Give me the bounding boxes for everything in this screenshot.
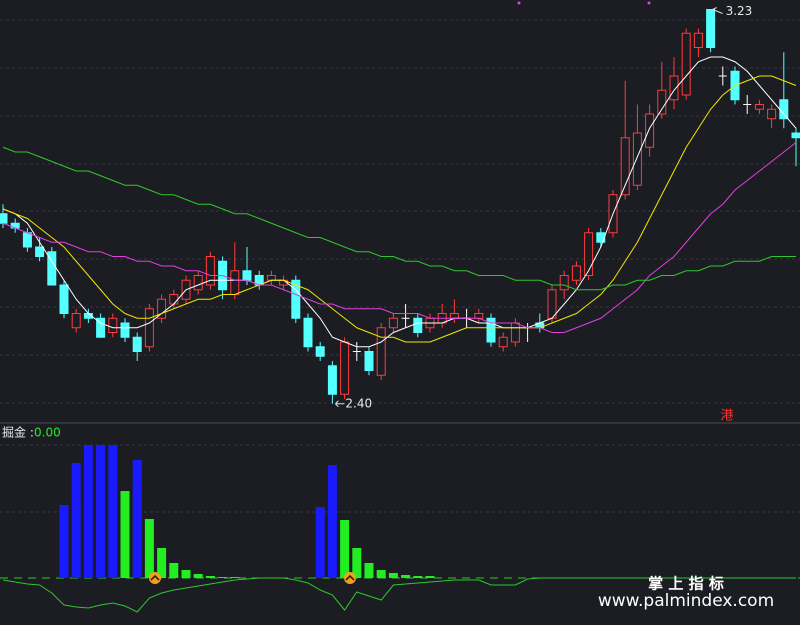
signal-icon bbox=[344, 572, 356, 584]
low-arrow bbox=[335, 400, 345, 408]
candle-body bbox=[449, 313, 459, 319]
indicator-value: 0.00 bbox=[34, 426, 61, 440]
candle-body bbox=[120, 322, 130, 338]
candle-body bbox=[0, 213, 8, 224]
candle-body bbox=[96, 317, 106, 338]
candle-body bbox=[498, 336, 508, 348]
bar bbox=[108, 445, 118, 578]
candle-body bbox=[71, 313, 81, 329]
bar bbox=[340, 520, 350, 578]
bar bbox=[120, 491, 130, 578]
candle-body bbox=[291, 279, 301, 319]
moving-average bbox=[2, 146, 796, 291]
candle-body bbox=[791, 132, 800, 139]
bar bbox=[388, 573, 398, 578]
bar bbox=[96, 445, 106, 578]
bar bbox=[169, 563, 179, 578]
candle-body bbox=[303, 317, 313, 348]
candle-body bbox=[779, 99, 789, 120]
marks: 3.23 2.40 bbox=[0, 4, 800, 613]
candle-body bbox=[559, 275, 569, 291]
bar bbox=[144, 519, 154, 578]
bar bbox=[401, 575, 411, 578]
bar bbox=[71, 463, 81, 578]
candle-body bbox=[571, 265, 581, 281]
badge: 港 bbox=[720, 409, 733, 424]
candle-body bbox=[108, 317, 118, 333]
candle-body bbox=[547, 289, 557, 319]
candle-body bbox=[754, 104, 764, 110]
candle-body bbox=[706, 9, 716, 48]
candle-body bbox=[388, 317, 398, 329]
high-label: 3.23 bbox=[726, 4, 753, 18]
candle-body bbox=[266, 275, 276, 281]
candle-body bbox=[486, 317, 496, 343]
bar bbox=[364, 563, 374, 578]
candle-body bbox=[693, 32, 703, 48]
bar bbox=[83, 445, 93, 578]
candle-body bbox=[376, 327, 386, 376]
candle-body bbox=[596, 232, 606, 243]
bar bbox=[413, 576, 423, 578]
bar bbox=[218, 577, 228, 578]
candle-body bbox=[132, 336, 142, 352]
candle-body bbox=[681, 32, 691, 96]
candle-body bbox=[620, 137, 630, 196]
candle-body bbox=[242, 270, 252, 281]
grid bbox=[0, 1, 800, 513]
watermark-title: 掌 上 指 标 bbox=[648, 575, 724, 593]
candle-body bbox=[205, 256, 215, 286]
bar bbox=[181, 570, 191, 578]
candle-body bbox=[474, 313, 484, 319]
bar bbox=[352, 548, 362, 578]
moving-average bbox=[2, 142, 797, 333]
candle-body bbox=[584, 232, 594, 276]
candle-body bbox=[157, 298, 167, 319]
signal-arrow bbox=[150, 574, 160, 581]
bar bbox=[376, 570, 386, 578]
candle-body bbox=[413, 317, 423, 333]
candle-body bbox=[669, 75, 679, 101]
signal-icon bbox=[149, 572, 161, 584]
bar bbox=[157, 548, 167, 578]
candle-body bbox=[315, 346, 325, 357]
bar bbox=[193, 574, 203, 578]
candle-body bbox=[35, 246, 45, 257]
signal-arrow bbox=[345, 574, 355, 581]
bar bbox=[205, 576, 215, 578]
candle-body bbox=[510, 322, 520, 343]
candle-body bbox=[144, 308, 154, 348]
bar bbox=[230, 577, 240, 578]
candle-body bbox=[169, 294, 179, 305]
bar bbox=[425, 576, 435, 578]
candle-body bbox=[59, 284, 69, 314]
bar bbox=[327, 465, 337, 578]
moving-average bbox=[2, 56, 797, 348]
signal-icons bbox=[149, 572, 356, 584]
candle-body bbox=[632, 132, 642, 186]
candle-body bbox=[230, 270, 240, 295]
watermark-url: www.palmindex.com bbox=[598, 591, 774, 611]
candle-body bbox=[767, 108, 777, 120]
bar bbox=[315, 507, 325, 578]
candle-body bbox=[340, 341, 350, 395]
indicator-line bbox=[2, 577, 796, 613]
candle-body bbox=[364, 351, 374, 371]
low-label: 2.40 bbox=[345, 396, 372, 410]
candle-body bbox=[645, 113, 655, 148]
candle-body bbox=[193, 275, 203, 291]
high-arrow bbox=[712, 7, 723, 14]
candle-body bbox=[22, 232, 32, 248]
moving-average bbox=[2, 75, 797, 343]
bar bbox=[59, 505, 69, 578]
candle-body bbox=[327, 365, 337, 395]
indicator-title: 掘金 : bbox=[2, 425, 34, 440]
marker-dot bbox=[517, 1, 521, 5]
candle-body bbox=[657, 89, 667, 115]
bar bbox=[132, 460, 142, 578]
marker-dot bbox=[647, 1, 651, 5]
